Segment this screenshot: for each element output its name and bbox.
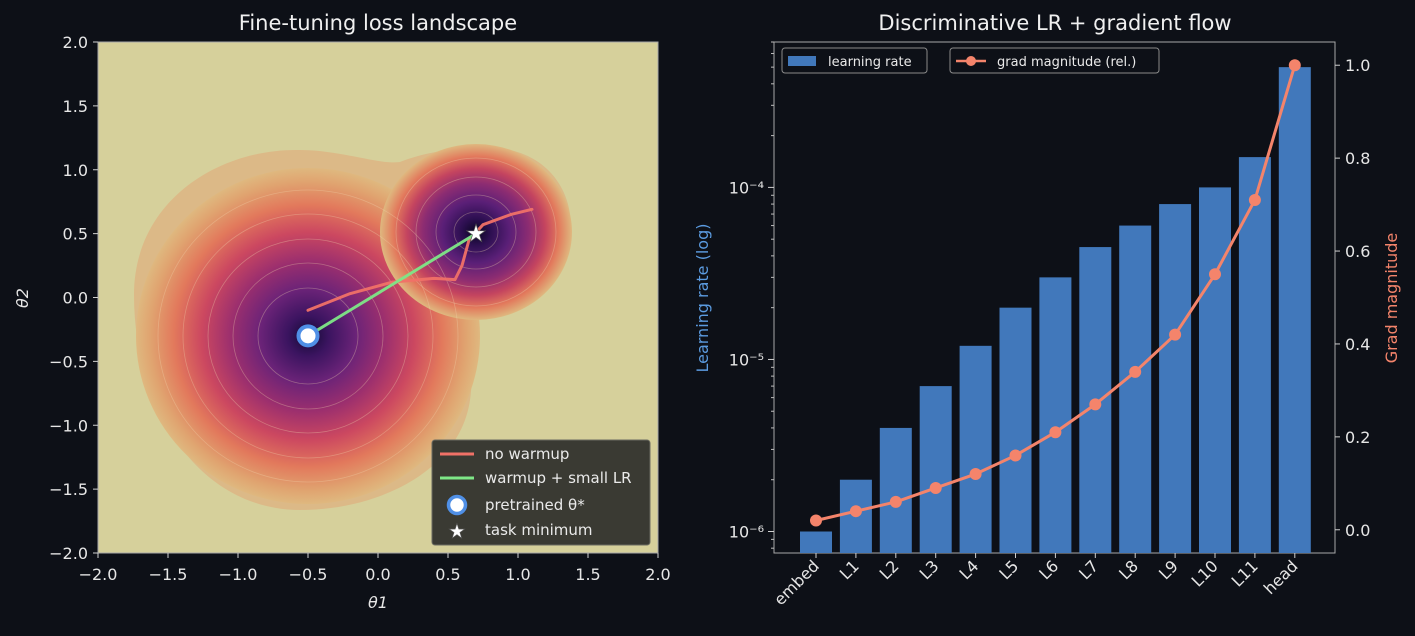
lr-bar [1039,277,1072,553]
x-tick-label: 2.0 [645,565,670,584]
lr-bar [919,386,952,553]
right-legend-lr: learning rate [781,47,928,74]
legend-no-warmup: no warmup [485,445,569,463]
grad-point [1288,59,1301,72]
grad-point [889,495,902,508]
right-y-label-left: Learning rate (log) [693,223,712,372]
legend-grad-magnitude: grad magnitude (rel.) [997,55,1136,70]
grad-point [1129,365,1142,378]
lr-bar [959,345,992,553]
log-tick-label: 10⁻⁶ [729,523,764,542]
x-tick-label: −2.0 [79,565,118,584]
grad-point [1209,268,1221,281]
grad-point [1009,449,1022,462]
category-label: embed [770,556,823,609]
category-label: head [1260,556,1302,598]
category-label: L11 [1228,556,1262,590]
right-y-tick-label: 0.6 [1345,242,1370,261]
right-y-tick-label: 0.2 [1345,428,1370,447]
right-y-tick-label: 1.0 [1345,56,1370,75]
category-label: L8 [1115,556,1142,583]
y-tick-label: 2.0 [63,33,88,52]
lr-bar [999,307,1032,553]
right-y-tick-label: 0.8 [1345,149,1370,168]
category-label: L7 [1075,556,1102,583]
left-title: Fine-tuning loss landscape [239,11,517,35]
left-markers: ★ [296,219,487,348]
x-tick-label: 0.0 [365,565,390,584]
grad-line [810,59,1301,527]
x-tick-label: −1.0 [219,565,258,584]
category-label: L5 [995,556,1022,583]
x-tick-label: 1.0 [505,565,530,584]
lr-bar [800,531,832,553]
y-tick-label: 1.0 [63,161,88,180]
right-title: Discriminative LR + gradient flow [878,11,1231,35]
contour-field [134,144,572,511]
category-label: L3 [916,556,943,583]
log-tick-label: 10⁻⁵ [729,350,764,369]
legend-star-icon: ★ [448,519,466,543]
grad-point [810,514,822,527]
lr-bar [1159,204,1192,553]
grad-point [1248,193,1261,206]
legend-task-minimum: task minimum [485,521,593,539]
right-y-label-right: Grad magnitude [1382,233,1401,364]
right-legend-grad: grad magnitude (rel.) [949,47,1160,74]
pretrained-marker [296,324,320,348]
left-legend: no warmup warmup + small LR pretrained θ… [431,439,651,546]
left-x-label: θ1 [368,593,388,612]
x-tick-label: 1.5 [575,565,600,584]
legend-pretrained: pretrained θ* [485,496,585,514]
contour-lines [157,157,557,483]
contour-plot-area: −2.0 −1.5 −1.0 −0.5 0.0 0.5 1.0 1.5 2.0 2.0 1.5 1.0… [49,33,671,584]
y-tick-label: −2.0 [49,544,88,563]
grad-point [969,468,982,481]
category-label: L1 [836,556,863,583]
y-tick-label: −0.5 [49,352,88,371]
grad-point [1089,398,1102,411]
category-label: L9 [1155,556,1182,583]
lr-bars [800,67,1311,554]
y-tick-label: −1.0 [49,416,88,435]
trajectory-no-warmup [306,207,534,312]
left-axis-ticks: −2.0 −1.5 −1.0 −0.5 0.0 0.5 1.0 1.5 2.0 2.0 1.5 1.0… [49,33,671,584]
y-tick-label: 0.0 [63,289,88,308]
grad-point [849,505,862,518]
lr-bar [1119,225,1152,553]
lr-bar [1278,67,1311,553]
left-trajectories [306,207,534,338]
category-label: L10 [1188,556,1222,590]
lr-bar [879,427,912,553]
task-minimum-star-icon: ★ [465,220,487,248]
x-tick-label: 0.5 [435,565,460,584]
y-tick-label: 1.5 [63,97,88,116]
category-label: L2 [876,556,903,583]
y-tick-label: −1.5 [49,480,88,499]
lr-bar [1238,157,1271,554]
legend-learning-rate: learning rate [828,55,912,70]
category-label: L6 [1035,556,1062,583]
category-label: L4 [955,556,982,583]
legend-pretrained-marker [446,494,468,516]
x-tick-label: −1.5 [149,565,188,584]
log-tick-label: 10⁻⁴ [729,178,764,197]
legend-warmup: warmup + small LR [485,469,632,487]
right-y-tick-label: 0.0 [1345,521,1370,540]
grad-point [929,481,942,494]
grad-point [1169,328,1182,341]
trajectory-warmup [306,232,478,338]
lr-bar [1199,187,1231,554]
grad-point [1049,426,1062,439]
right-y-tick-label: 0.4 [1345,335,1370,354]
left-y-label: θ2 [13,288,32,308]
x-tick-label: −0.5 [289,565,328,584]
y-tick-label: 0.5 [63,225,88,244]
